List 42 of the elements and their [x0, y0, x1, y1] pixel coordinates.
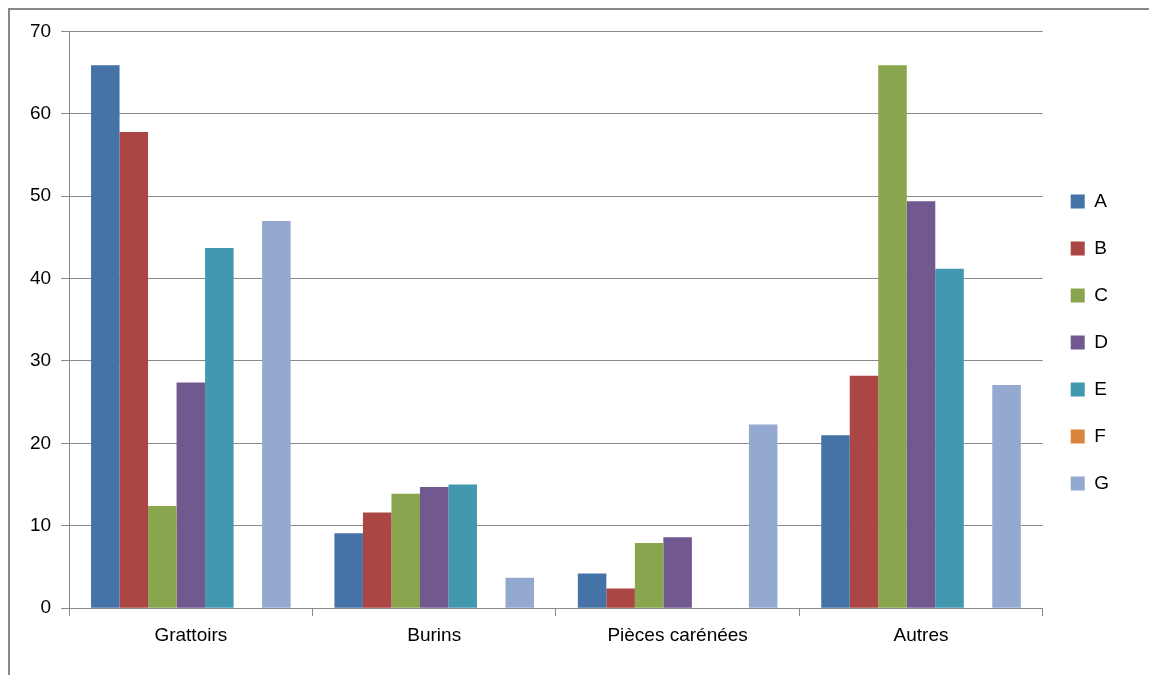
- x-tick-label: Pièces carénées: [607, 623, 748, 645]
- bar: [821, 435, 850, 608]
- bar: [748, 424, 778, 608]
- bar: [119, 131, 149, 608]
- bar: [849, 375, 879, 608]
- y-tick-label: 40: [29, 266, 52, 288]
- legend-label: D: [1094, 330, 1108, 352]
- bar: [878, 65, 907, 608]
- y-tick-label: 30: [29, 349, 52, 371]
- y-tick-label: 0: [40, 596, 52, 618]
- bar: [176, 382, 206, 608]
- x-tick-label: Grattoirs: [154, 623, 228, 645]
- bar: [505, 577, 535, 608]
- y-tick-label: 50: [29, 184, 52, 206]
- legend-label: F: [1094, 424, 1106, 446]
- y-tick-label: 60: [29, 102, 52, 124]
- y-tick-label: 70: [29, 19, 52, 41]
- bar: [362, 512, 392, 608]
- bar: [448, 484, 477, 608]
- y-tick-label: 20: [29, 431, 52, 453]
- bar: [391, 493, 420, 608]
- x-tick-label: Burins: [407, 623, 462, 645]
- bar: [906, 201, 936, 608]
- bar: [577, 573, 607, 608]
- legend-label: B: [1094, 236, 1107, 258]
- bar: [91, 65, 120, 608]
- legend-label: E: [1094, 377, 1107, 399]
- bar: [148, 506, 177, 608]
- bar: [606, 588, 635, 608]
- bar: [334, 533, 363, 608]
- legend-label: G: [1094, 471, 1109, 493]
- bar: [663, 537, 692, 608]
- x-tick-label: Autres: [893, 623, 949, 645]
- bar: [935, 268, 964, 608]
- bar: [419, 487, 449, 608]
- bar: [205, 248, 234, 608]
- bar: [634, 543, 664, 608]
- bar: [992, 384, 1021, 608]
- y-tick-label: 10: [29, 514, 52, 536]
- legend-label: C: [1094, 283, 1108, 305]
- legend-label: A: [1094, 189, 1108, 211]
- bar: [262, 220, 291, 608]
